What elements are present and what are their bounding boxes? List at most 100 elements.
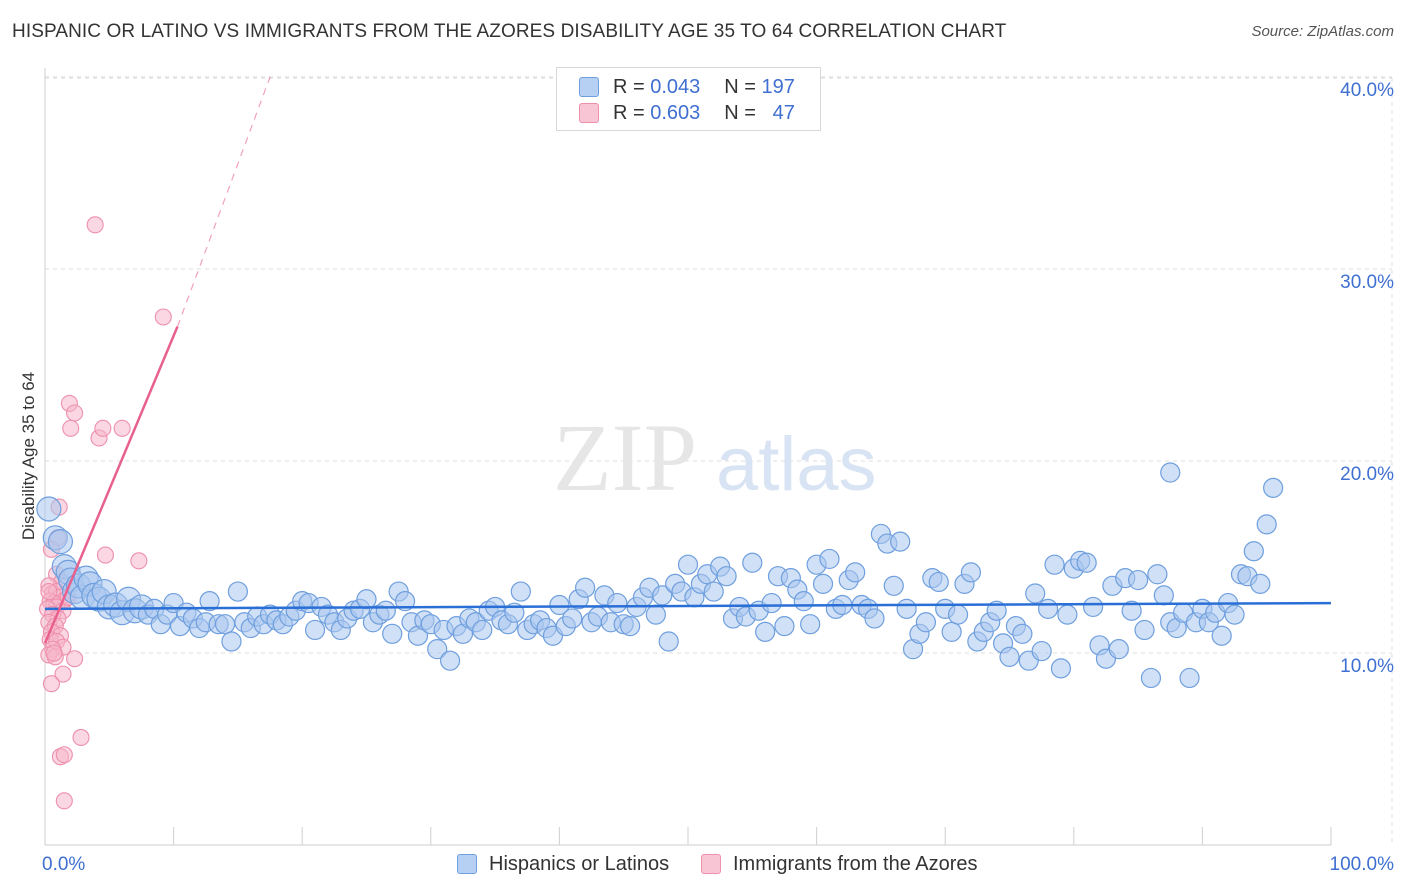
hispanic-point (394, 591, 416, 612)
azores-trend-extension (176, 76, 271, 327)
legend-n-label: N = (724, 101, 756, 124)
hispanic-point (1037, 598, 1059, 619)
series-hispanic-points (36, 462, 1284, 689)
hispanic-point (928, 571, 949, 593)
hispanic-point (1140, 667, 1162, 689)
chart-title: HISPANIC OR LATINO VS IMMIGRANTS FROM TH… (12, 21, 1007, 42)
hispanic-point (1044, 554, 1065, 575)
hispanic-point (1147, 564, 1168, 585)
legend-n-label: N = (724, 75, 756, 98)
azores-point (86, 216, 104, 234)
x-tick-labels: 0.0% 100.0% (42, 854, 1394, 875)
hispanic-point (510, 581, 531, 602)
correlation-legend: R = 0.043 N = 197 R = 0.603 N = 47 (556, 67, 821, 131)
azores-point (94, 419, 112, 437)
hispanic-point (999, 646, 1020, 667)
azores-point (55, 792, 73, 810)
bottom-legend-swatch-pink (701, 854, 721, 874)
hispanic-point (439, 650, 461, 671)
hispanic-point (1108, 639, 1129, 660)
trend-lines (43, 76, 1332, 644)
azores-point (72, 728, 90, 747)
bottom-legend-azores: Immigrants from the Azores (701, 851, 978, 877)
hispanic-point (645, 604, 666, 625)
y-tick-label: 30.0% (1340, 272, 1394, 293)
legend-n-value: 47 (772, 101, 795, 124)
azores-point (40, 583, 58, 601)
legend-r-value: 0.603 (650, 101, 701, 124)
hispanic-point (716, 566, 737, 587)
hispanic-point (562, 608, 583, 629)
hispanic-point (890, 531, 911, 552)
watermark-zip: ZIP (553, 404, 697, 511)
hispanic-point (658, 631, 679, 652)
y-tick-label: 20.0% (1340, 464, 1394, 485)
hispanic-point (1256, 514, 1277, 535)
legend-r-label: R = (613, 101, 645, 124)
y-tick-label: 10.0% (1340, 656, 1394, 677)
hispanic-point (812, 573, 834, 594)
bottom-legend-swatch-blue (457, 854, 477, 874)
azores-point (55, 746, 73, 764)
hispanic-point (199, 591, 220, 612)
hispanic-point (214, 614, 236, 635)
legend-swatch-pink (579, 103, 599, 123)
hispanic-point (896, 598, 917, 619)
hispanic-point (677, 554, 699, 575)
hispanic-point (1224, 604, 1245, 625)
y-tick-labels: 10.0% 20.0% 30.0% 40.0% (1340, 80, 1394, 677)
source-credit: Source: ZipAtlas.com (1251, 23, 1394, 40)
azores-point (45, 644, 63, 662)
legend-swatch-blue (579, 77, 599, 97)
hispanic-point (947, 604, 969, 625)
azores-point (66, 404, 84, 422)
azores-point (113, 419, 131, 437)
hispanic-point (864, 608, 885, 629)
azores-point (62, 419, 80, 437)
hispanic-point (375, 600, 396, 621)
x-tick-label: 0.0% (42, 854, 85, 875)
hispanic-point (915, 612, 937, 633)
hispanic-point (227, 581, 248, 602)
x-tick-label: 100.0% (1330, 854, 1395, 875)
legend-n-value: 197 (761, 75, 795, 98)
hispanic-point (607, 592, 628, 614)
hispanic-point (1153, 585, 1174, 606)
watermark-atlas: atlas (716, 422, 877, 507)
hispanic-point (1263, 477, 1284, 498)
azores-point (66, 650, 84, 668)
bottom-legend-label: Hispanics or Latinos (489, 852, 670, 875)
hispanic-point (1082, 596, 1104, 618)
y-axis-label: Disability Age 35 to 64 (19, 372, 38, 540)
legend-row-hispanic: R = 0.043 N = 197 (579, 74, 795, 100)
hispanic-point (36, 496, 62, 522)
hispanic-point (883, 575, 904, 596)
hispanic-point (472, 619, 493, 641)
hispanic-point (549, 594, 570, 616)
hispanic-point (1127, 569, 1149, 591)
y-tick-label: 40.0% (1340, 80, 1394, 101)
hispanic-point (761, 592, 782, 614)
hispanic-point (774, 616, 795, 637)
legend-row-azores: R = 0.603 N = 47 (579, 100, 795, 126)
hispanic-point (1121, 600, 1142, 621)
series-azores-points (39, 216, 172, 810)
azores-point (42, 675, 60, 693)
hispanic-point (793, 591, 814, 612)
hispanic-point (819, 548, 840, 570)
hispanic-trend-line (44, 601, 1332, 611)
hispanic-point (304, 619, 326, 641)
azores-point (54, 665, 72, 683)
hispanic-point (800, 614, 821, 635)
hispanic-point (1243, 541, 1264, 562)
hispanic-point (1250, 573, 1271, 594)
hispanic-point (1031, 640, 1052, 662)
hispanic-point (941, 621, 962, 642)
hispanic-point (1057, 604, 1078, 625)
azores-trend-line (43, 326, 179, 644)
azores-point (154, 308, 172, 326)
hispanic-point (1179, 667, 1200, 689)
hispanic-point (1211, 625, 1232, 646)
hispanic-point (1134, 619, 1155, 641)
